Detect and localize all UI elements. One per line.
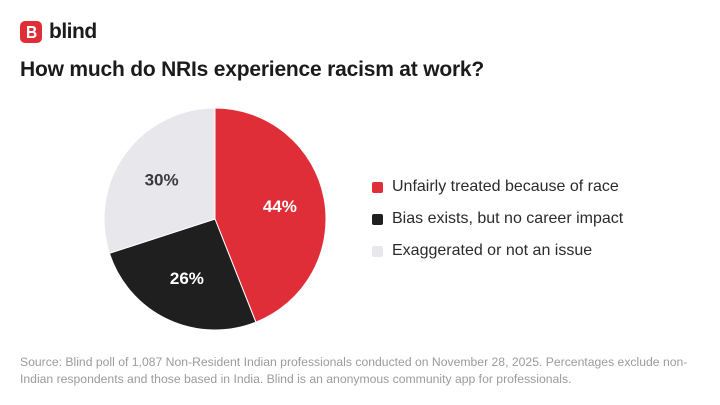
legend-label: Unfairly treated because of race (392, 178, 619, 195)
chart-title: How much do NRIs experience racism at wo… (20, 58, 485, 81)
legend-item: Unfairly treated because of race (372, 175, 623, 199)
slice-data-label: 44% (263, 197, 297, 216)
chart-legend: Unfairly treated because of race Bias exi… (372, 175, 623, 271)
legend-swatch (372, 245, 383, 257)
legend-item: Exaggerated or not an issue (372, 239, 623, 263)
slice-data-label: 26% (170, 269, 204, 288)
legend-label: Bias exists, but no career impact (392, 210, 624, 227)
pie-slice (214, 107, 327, 323)
pie-slice (108, 218, 257, 331)
brand-header: blind (20, 20, 97, 44)
legend-item: Bias exists, but no career impact (372, 207, 623, 231)
slice-data-label: 30% (145, 171, 179, 190)
legend-swatch (372, 181, 383, 193)
pie-slice (103, 107, 216, 254)
blind-logo-icon (20, 21, 42, 43)
source-note: Source: Blind poll of 1,087 Non-Resident… (20, 355, 688, 386)
legend-swatch (372, 213, 383, 225)
brand-name: blind (49, 20, 97, 43)
legend-label: Exaggerated or not an issue (392, 242, 593, 259)
